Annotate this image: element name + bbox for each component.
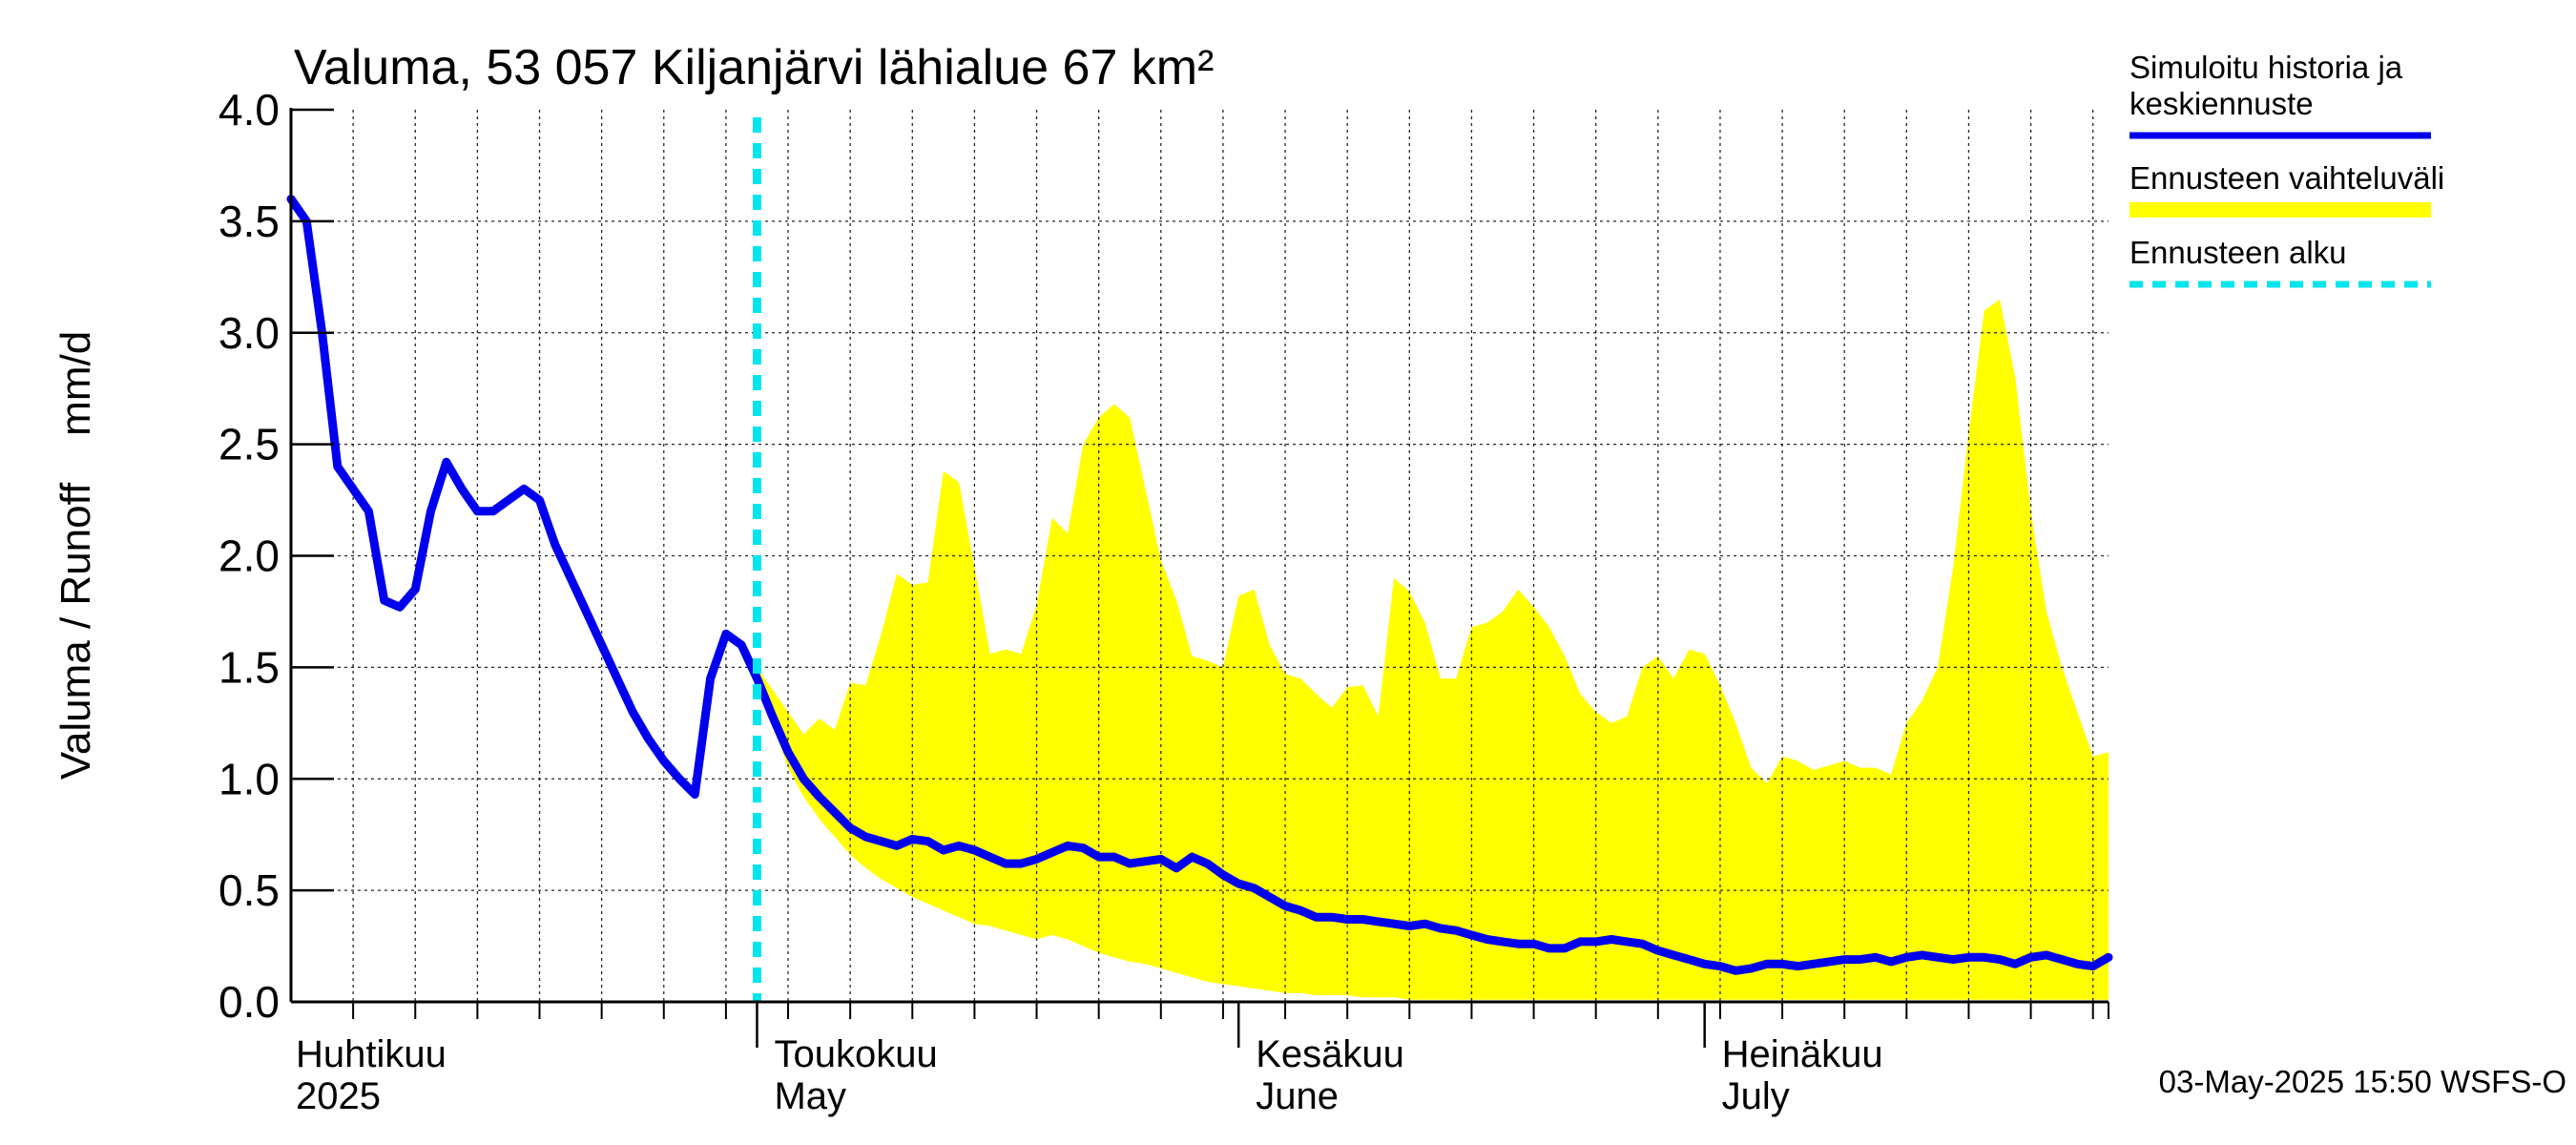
y-tick-label: 3.0	[218, 308, 280, 358]
y-tick-label: 0.0	[218, 977, 280, 1027]
legend-label: Ennusteen alku	[2129, 235, 2347, 270]
forecast-range-area	[725, 299, 2109, 1000]
y-tick-label: 4.0	[218, 85, 280, 135]
x-month-label-fi: Heinäkuu	[1722, 1033, 1883, 1075]
grid-layer	[291, 110, 2109, 1002]
legend-label: Ennusteen vaihteluväli	[2129, 160, 2444, 196]
y-tick-label: 0.5	[218, 865, 280, 915]
legend-label: keskiennuste	[2129, 86, 2314, 121]
x-month-label-fi: Huhtikuu	[296, 1033, 447, 1075]
simulated-runoff-line	[286, 195, 2113, 975]
y-axis-label: Valuma / Runoff mm/d	[52, 331, 99, 780]
y-tick-label: 2.5	[218, 420, 280, 469]
forecast-range-layer	[725, 299, 2109, 1000]
timestamp-footer: 03-May-2025 15:50 WSFS-O	[2159, 1064, 2566, 1099]
x-month-label-fi: Kesäkuu	[1256, 1033, 1404, 1075]
y-tick-label: 3.5	[218, 197, 280, 246]
x-month-label-fi: Toukokuu	[774, 1033, 937, 1075]
series-layer	[286, 117, 2113, 1002]
x-month-label-en: May	[774, 1075, 846, 1117]
axis-layer	[289, 108, 2109, 1048]
y-tick-label: 1.0	[218, 754, 280, 803]
y-tick-label: 1.5	[218, 642, 280, 692]
x-month-label-en: July	[1722, 1075, 1790, 1117]
y-tick-label: 2.0	[218, 531, 280, 581]
legend-label: Simuloitu historia ja	[2129, 50, 2403, 85]
x-month-label-en: June	[1256, 1075, 1339, 1117]
chart-title: Valuma, 53 057 Kiljanjärvi lähialue 67 k…	[294, 40, 1214, 95]
x-month-label-en: 2025	[296, 1075, 381, 1117]
